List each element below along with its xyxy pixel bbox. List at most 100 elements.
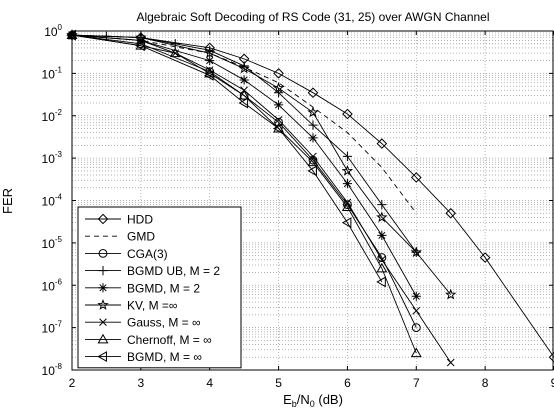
data-point-marker bbox=[377, 230, 387, 241]
data-point-marker bbox=[238, 97, 249, 109]
data-point-marker bbox=[342, 151, 353, 161]
data-point-marker bbox=[411, 291, 421, 301]
data-point-marker bbox=[410, 172, 422, 183]
legend-item: BGMD UB, M = 2 bbox=[85, 264, 220, 278]
data-point-marker bbox=[239, 75, 249, 85]
x-tick-label: 7 bbox=[413, 376, 420, 390]
x-axis-label: Eb/N0 (dB) bbox=[283, 392, 343, 409]
data-point-marker bbox=[376, 276, 386, 288]
legend-label: BGMD, M = 2 bbox=[127, 281, 200, 295]
data-point-marker bbox=[376, 262, 388, 273]
x-tick-label: 8 bbox=[482, 376, 489, 390]
data-point-marker bbox=[97, 351, 107, 363]
data-point-marker bbox=[135, 31, 147, 43]
data-point-marker bbox=[205, 56, 215, 66]
data-point-marker bbox=[307, 87, 319, 99]
data-point-marker bbox=[307, 106, 319, 118]
x-axis-label-sub-b: b bbox=[292, 399, 297, 409]
data-point-marker bbox=[410, 246, 423, 258]
data-point-marker bbox=[342, 179, 353, 189]
legend-label: HDD bbox=[127, 213, 153, 227]
data-point-marker bbox=[170, 39, 180, 49]
data-point-marker bbox=[97, 333, 109, 344]
data-point-marker bbox=[68, 31, 76, 39]
legend-item: BGMD, M = ∞ bbox=[85, 350, 202, 364]
x-tick-label: 4 bbox=[206, 376, 213, 390]
data-point-marker bbox=[376, 138, 388, 149]
y-tick-label: 10-3 bbox=[42, 150, 63, 166]
data-point-marker bbox=[343, 200, 352, 210]
chart-title: Algebraic Soft Decoding of RS Code (31, … bbox=[136, 10, 489, 24]
data-point-marker bbox=[238, 89, 250, 100]
data-point-marker bbox=[378, 255, 386, 264]
data-point-marker bbox=[479, 252, 491, 263]
legend-item: Chernoff, M = ∞ bbox=[85, 333, 212, 347]
data-point-marker bbox=[238, 62, 250, 74]
legend-item: CGA(3) bbox=[85, 247, 168, 261]
data-point-marker bbox=[273, 68, 284, 79]
data-point-marker bbox=[341, 217, 352, 229]
x-tick-label: 5 bbox=[275, 376, 282, 390]
legend-label: BGMD UB, M = 2 bbox=[127, 264, 220, 278]
series-line bbox=[71, 34, 452, 295]
data-point-marker bbox=[309, 152, 317, 161]
data-point-marker bbox=[204, 67, 216, 78]
legend-item: BGMD, M = 2 bbox=[85, 281, 200, 295]
data-point-marker bbox=[97, 213, 109, 225]
data-point-marker bbox=[274, 116, 283, 124]
data-point-marker bbox=[377, 200, 387, 210]
data-point-marker bbox=[446, 358, 455, 367]
x-axis-label-mid: /N bbox=[297, 392, 310, 407]
legend-item: GMD bbox=[85, 230, 155, 244]
x-tick-label: 6 bbox=[344, 376, 351, 390]
data-point-marker bbox=[99, 318, 107, 327]
data-point-marker bbox=[445, 207, 457, 219]
y-tick-label: 10-8 bbox=[42, 362, 63, 378]
data-point-marker bbox=[66, 29, 76, 41]
x-tick-label: 9 bbox=[551, 376, 554, 390]
x-tick-label: 2 bbox=[69, 376, 76, 390]
data-point-marker bbox=[98, 248, 108, 258]
data-point-marker bbox=[203, 47, 216, 59]
data-point-marker bbox=[377, 253, 387, 262]
data-point-marker bbox=[410, 347, 422, 358]
series-1 bbox=[71, 34, 417, 214]
data-point-marker bbox=[307, 156, 319, 167]
series-7 bbox=[66, 29, 422, 358]
data-point-marker bbox=[342, 108, 353, 120]
legend-item: KV, M =∞ bbox=[85, 299, 177, 313]
data-point-marker bbox=[376, 211, 388, 223]
x-axis-label-unit: (dB) bbox=[315, 392, 343, 407]
data-point-marker bbox=[307, 165, 317, 177]
data-point-marker bbox=[273, 100, 284, 110]
series-8 bbox=[66, 29, 386, 288]
data-point-marker bbox=[66, 29, 78, 40]
legend: HDD GMD CGA(3) BGMD UB, M = 2 BGMD, M = 2 KV,… bbox=[77, 206, 242, 369]
series-line bbox=[71, 34, 383, 283]
data-point-marker bbox=[411, 323, 421, 333]
y-tick-label: 10-2 bbox=[42, 108, 63, 124]
data-point-marker bbox=[98, 283, 108, 293]
data-point-marker bbox=[169, 47, 181, 58]
data-point-marker bbox=[97, 298, 109, 310]
x-axis-label-sub-0: 0 bbox=[310, 399, 315, 409]
legend-label: Gauss, M = ∞ bbox=[127, 316, 201, 330]
series-layer bbox=[66, 29, 554, 367]
data-point-marker bbox=[273, 122, 285, 133]
series-line bbox=[71, 34, 417, 214]
y-tick-label: 100 bbox=[44, 23, 62, 39]
data-point-marker bbox=[135, 40, 145, 52]
data-point-marker bbox=[98, 266, 108, 276]
data-point-marker bbox=[272, 123, 283, 134]
data-point-marker bbox=[204, 69, 214, 81]
y-tick-label: 10-4 bbox=[42, 193, 63, 209]
y-tick-label: 10-6 bbox=[42, 277, 63, 293]
legend-label: GMD bbox=[127, 230, 155, 244]
legend-label: CGA(3) bbox=[127, 247, 168, 261]
data-point-marker bbox=[308, 133, 318, 143]
data-point-marker bbox=[341, 201, 353, 212]
series-5 bbox=[66, 29, 457, 300]
x-axis-label-base: E bbox=[283, 392, 292, 407]
legend-label: Chernoff, M = ∞ bbox=[127, 333, 212, 347]
